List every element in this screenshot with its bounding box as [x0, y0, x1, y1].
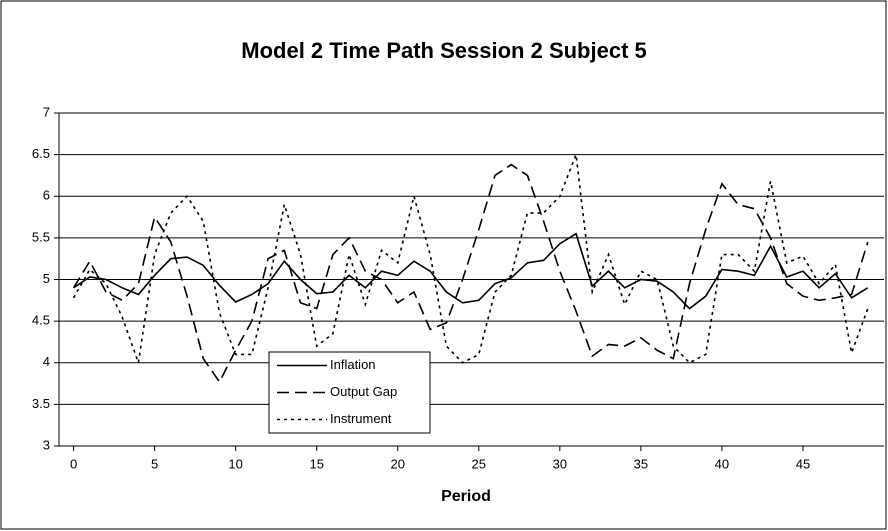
x-tick-label: 10	[228, 456, 242, 471]
y-tick-label: 6.5	[32, 146, 50, 161]
x-tick-label: 25	[472, 456, 486, 471]
y-tick-label: 5	[43, 271, 50, 286]
series-line	[72, 163, 869, 384]
x-tick-label: 30	[553, 456, 567, 471]
chart-title: Model 2 Time Path Session 2 Subject 5	[241, 38, 647, 63]
y-tick-label: 5.5	[32, 229, 50, 244]
x-tick-label: 0	[70, 456, 77, 471]
series-line	[73, 232, 869, 310]
x-tick-label: 45	[796, 456, 810, 471]
y-tick-label: 7	[43, 104, 50, 119]
x-axis-title: Period	[441, 488, 491, 505]
legend-label: Instrument	[330, 411, 392, 426]
legend: Inflation Output Gap Instrument	[268, 351, 431, 434]
x-tick-label: 40	[715, 456, 729, 471]
legend-label: Output Gap	[330, 384, 397, 399]
y-tick-label: 6	[43, 188, 50, 203]
x-tick-label: 20	[391, 456, 405, 471]
x-tick-label: 35	[634, 456, 648, 471]
y-tick-label: 3	[43, 437, 50, 452]
y-tick-label: 4.5	[32, 313, 50, 328]
y-tick-label: 4	[43, 354, 50, 369]
x-tick-label: 5	[151, 456, 158, 471]
x-tick-label: 15	[309, 456, 323, 471]
legend-label: Inflation	[330, 357, 376, 372]
y-tick-label: 3.5	[32, 396, 50, 411]
